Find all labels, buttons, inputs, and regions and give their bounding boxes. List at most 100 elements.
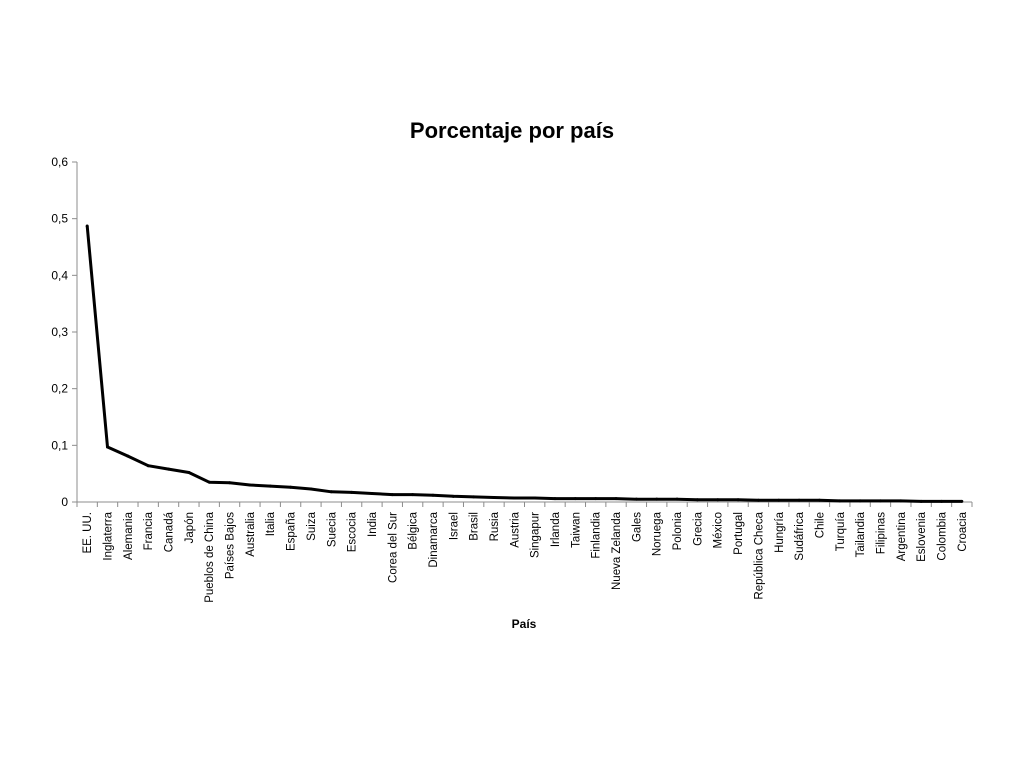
data-point <box>756 498 760 502</box>
x-axis-label: País <box>512 617 537 631</box>
data-point <box>207 480 211 484</box>
x-tick-label: Francia <box>143 511 155 550</box>
x-tick-label: EE. UU. <box>82 512 94 554</box>
x-tick-label: Dinamarca <box>428 511 440 567</box>
y-axis: 0 0,1 0,2 0,3 0,4 0,5 0,6 <box>51 155 78 509</box>
x-tick-label: Bélgica <box>408 511 420 549</box>
x-tick-label: Canadá <box>164 511 176 552</box>
data-point <box>899 499 903 503</box>
x-tick-label: España <box>286 511 298 551</box>
data-point <box>736 498 740 502</box>
x-tick-label: Nueva Zelanda <box>611 511 623 590</box>
data-point <box>594 497 598 501</box>
data-point <box>960 499 964 503</box>
data-point <box>350 490 354 494</box>
x-tick-label: Croacia <box>957 511 969 551</box>
x-tick-label: Grecia <box>692 511 704 545</box>
x-tick-label: Filipinas <box>875 512 887 554</box>
x-tick-label: Argentina <box>896 511 908 561</box>
data-point <box>329 490 333 494</box>
x-tick-label: Israel <box>448 512 460 540</box>
data-point <box>126 454 130 458</box>
x-axis: EE. UU. Inglaterra Alemania Francia Canadá Ja… <box>76 501 973 603</box>
data-point <box>838 499 842 503</box>
data-point <box>716 498 720 502</box>
data-point <box>878 499 882 503</box>
x-tick-label: India <box>367 511 379 537</box>
x-tick-label: Polonia <box>672 511 684 550</box>
x-tick-label: Chile <box>814 512 826 538</box>
data-point <box>512 496 516 500</box>
x-tick-label: Sudáfrica <box>794 511 806 560</box>
data-point <box>797 498 801 502</box>
data-point <box>187 471 191 475</box>
x-tick-label: Corea del Sur <box>387 512 399 583</box>
data-point <box>370 492 374 495</box>
x-tick-label: México <box>713 512 725 548</box>
data-point <box>634 497 638 501</box>
data-point <box>553 497 557 501</box>
x-tick-label: Pueblos de China <box>204 511 216 602</box>
data-point <box>431 493 435 497</box>
x-tick-label: Eslovenia <box>916 511 928 561</box>
data-point <box>655 497 659 501</box>
x-tick-label: Taiwan <box>570 512 582 548</box>
x-tick-label: Colombia <box>936 511 948 560</box>
data-point <box>167 467 171 471</box>
x-tick-label: Portugal <box>733 512 745 555</box>
x-tick-label: Japón <box>184 512 196 543</box>
x-tick-label: Finlandia <box>591 511 603 558</box>
x-tick-label: Gales <box>631 512 643 542</box>
x-tick-label: Rusia <box>489 511 501 541</box>
x-tick-label: Tailandia <box>855 511 867 557</box>
x-tick-label: Italia <box>265 511 277 536</box>
x-tick-label: Turquía <box>835 511 847 551</box>
y-tick-label: 0,4 <box>51 268 68 282</box>
y-tick-label: 0,2 <box>51 382 68 396</box>
data-point <box>533 496 537 500</box>
x-tick-label: Brasil <box>469 512 481 541</box>
x-tick-label: Suecia <box>326 511 338 547</box>
x-tick-label: Hungría <box>774 511 786 553</box>
data-point <box>817 498 821 502</box>
x-tick-label: República Checa <box>753 511 765 599</box>
data-point <box>939 499 943 503</box>
data-point <box>675 497 679 501</box>
data-point <box>919 499 923 503</box>
y-tick-label: 0,1 <box>51 438 68 452</box>
data-point <box>411 493 415 497</box>
chart-title: Porcentaje por país <box>410 118 614 143</box>
series-line <box>85 225 962 503</box>
data-point <box>492 495 496 499</box>
x-tick-label: Países Bajos <box>225 512 237 579</box>
x-tick-label: Singapur <box>530 512 542 558</box>
data-point <box>248 483 252 487</box>
y-tick-label: 0,3 <box>51 325 68 339</box>
x-tick-label: Australia <box>245 511 257 556</box>
x-tick-label: Alemania <box>123 511 135 560</box>
data-point <box>390 493 394 497</box>
x-tick-label: Irlanda <box>550 511 562 547</box>
data-point <box>451 494 455 498</box>
data-point <box>777 498 781 502</box>
y-tick-label: 0 <box>61 495 68 509</box>
x-tick-label: Austria <box>509 511 521 547</box>
data-point <box>146 464 150 468</box>
x-tick-label: Inglaterra <box>103 511 115 560</box>
data-point <box>858 499 862 503</box>
series-line-group <box>85 224 964 503</box>
data-point <box>573 497 577 501</box>
data-point <box>614 497 618 501</box>
data-point <box>472 495 476 499</box>
x-tick-label: Noruega <box>652 511 664 556</box>
data-point <box>289 485 293 489</box>
x-tick-label: Suiza <box>306 511 318 540</box>
data-point <box>228 481 232 485</box>
data-point <box>268 484 272 488</box>
data-point <box>695 498 699 502</box>
data-point <box>85 224 89 228</box>
y-tick-label: 0,5 <box>51 212 68 226</box>
x-tick-label: Escocia <box>347 511 359 552</box>
